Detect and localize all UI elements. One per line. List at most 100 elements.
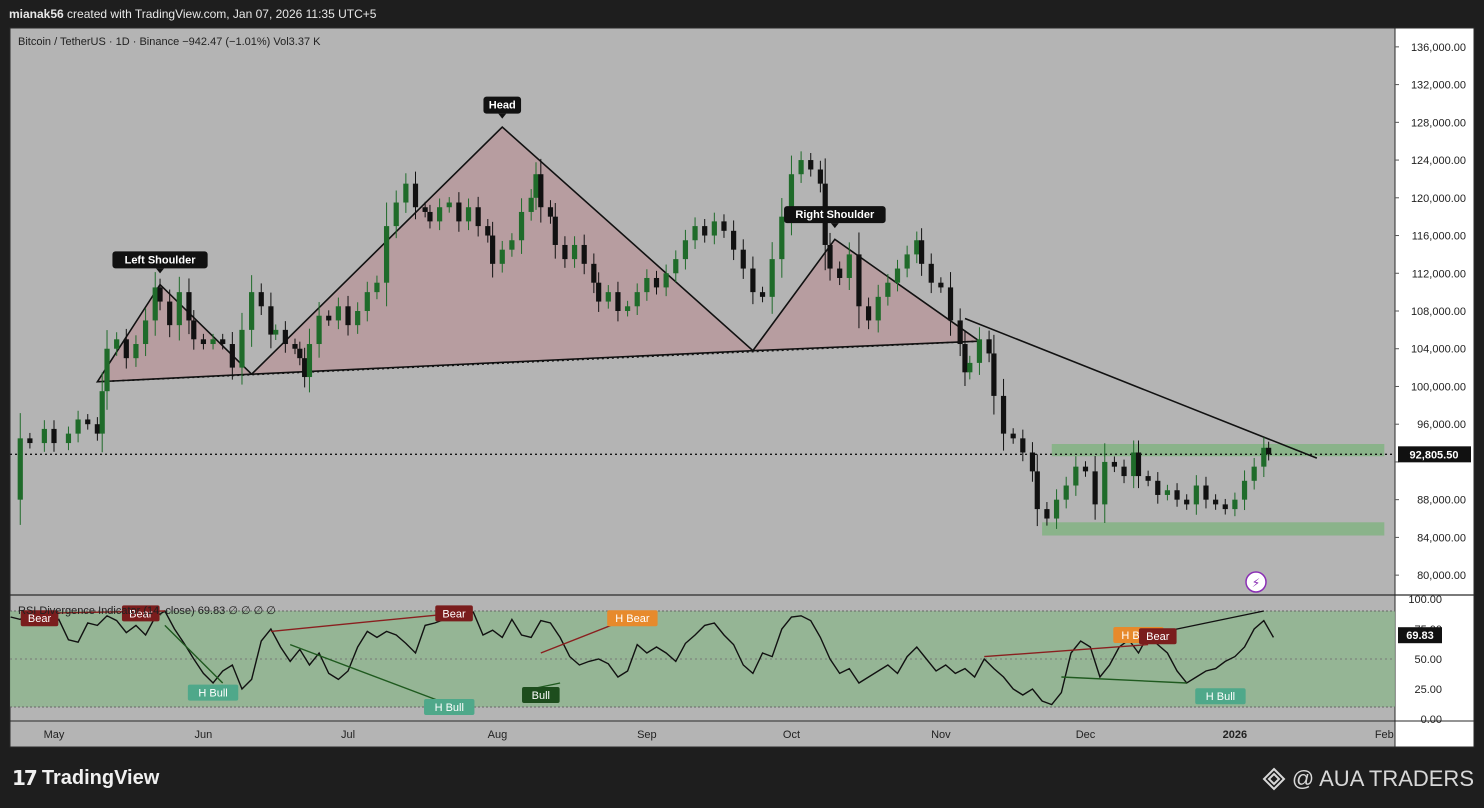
candle-body bbox=[1155, 480, 1161, 495]
rsi-signal-tag bbox=[1195, 688, 1246, 705]
candle-body bbox=[788, 174, 795, 217]
candle-body bbox=[875, 296, 881, 321]
candle-body bbox=[99, 391, 105, 434]
candle-body bbox=[229, 344, 235, 368]
credit-text: created with TradingView.com, Jan 07, 20… bbox=[67, 7, 377, 21]
price-tick-label: 136,000.00 bbox=[1411, 42, 1466, 54]
head-label-pointer bbox=[498, 113, 507, 119]
candle-body bbox=[499, 249, 505, 264]
candle-body bbox=[412, 183, 419, 208]
candle-body bbox=[364, 292, 370, 311]
candle-body bbox=[817, 169, 823, 184]
rsi-line bbox=[10, 610, 1275, 706]
candle-body bbox=[1034, 471, 1040, 510]
candle-body bbox=[967, 362, 973, 373]
price-tick-label: 108,000.00 bbox=[1411, 306, 1466, 318]
candle-body bbox=[316, 315, 322, 345]
candle-body bbox=[191, 320, 197, 340]
candle-body bbox=[114, 339, 120, 349]
rsi-signal-tag bbox=[20, 610, 59, 627]
candle-body bbox=[991, 353, 997, 396]
price-tick-label: 96,000.00 bbox=[1417, 419, 1466, 431]
candle-body bbox=[1174, 490, 1180, 500]
downtrend-line bbox=[964, 317, 1318, 459]
candle-body bbox=[533, 174, 539, 198]
candle-body bbox=[605, 292, 611, 302]
rsi-signal-tag bbox=[435, 605, 473, 622]
symbol-legend: Bitcoin / TetherUS · 1D · Binance −942.4… bbox=[18, 36, 321, 48]
price-tick-label: 88,000.00 bbox=[1417, 495, 1466, 507]
last-price-badge bbox=[1398, 446, 1471, 463]
candle-body bbox=[1213, 499, 1219, 505]
candle-body bbox=[827, 244, 833, 269]
price-scale-background bbox=[1395, 28, 1474, 747]
candle-body bbox=[1010, 433, 1016, 439]
candle-body bbox=[1193, 485, 1199, 505]
tradingview-logo: 𝟭𝟳 TradingView bbox=[12, 766, 159, 791]
candle-body bbox=[335, 306, 341, 321]
candle-body bbox=[547, 207, 554, 217]
candle-body bbox=[51, 428, 57, 444]
candle-body bbox=[1203, 485, 1209, 500]
candle-body bbox=[1135, 452, 1142, 477]
candle-body bbox=[663, 273, 669, 288]
candle-body bbox=[837, 268, 843, 278]
rsi-signal-label: H Bull bbox=[1206, 691, 1235, 703]
watermark: @ AUA TRADERS bbox=[1262, 766, 1474, 792]
candle-body bbox=[157, 287, 163, 302]
price-tick-label: 124,000.00 bbox=[1411, 155, 1466, 167]
candle-body bbox=[692, 226, 698, 241]
candle-body bbox=[702, 226, 708, 236]
candle-body bbox=[962, 344, 968, 373]
candle-body bbox=[1073, 466, 1079, 486]
candle-body bbox=[65, 433, 72, 444]
rsi-signal-tag bbox=[121, 605, 160, 622]
candle-body bbox=[383, 226, 390, 283]
candle-body bbox=[282, 329, 288, 345]
candle-body bbox=[490, 235, 496, 264]
candle-body bbox=[673, 259, 679, 274]
alert-icon-glyph: ⚡ bbox=[1252, 576, 1260, 590]
time-axis-label: Sep bbox=[637, 729, 657, 741]
candle-body bbox=[552, 216, 558, 245]
candle-body bbox=[1164, 490, 1171, 495]
time-axis-label: Nov bbox=[931, 729, 951, 741]
price-tick-label: 80,000.00 bbox=[1417, 570, 1466, 582]
price-axis: 80,000.00 84,000.00 88,000.00 96,000.00 100,… bbox=[1395, 42, 1466, 582]
right-shoulder-triangle bbox=[751, 238, 982, 352]
candles bbox=[17, 151, 1272, 529]
candle-body bbox=[393, 202, 399, 227]
candle-body bbox=[446, 202, 452, 208]
candle-body bbox=[273, 329, 279, 335]
rsi-signal-label: Bear bbox=[28, 613, 52, 625]
candle-body bbox=[427, 211, 433, 222]
right-shoulder-label: Right Shoulder bbox=[795, 209, 875, 221]
time-axis-label: Feb bbox=[1375, 729, 1394, 741]
divergence-line bbox=[1061, 676, 1187, 684]
candle-body bbox=[437, 207, 443, 222]
candle-body bbox=[297, 348, 303, 359]
rsi-signal-label: H Bull bbox=[198, 688, 227, 700]
candle-body bbox=[1121, 466, 1127, 477]
rsi-signal-tag bbox=[607, 610, 658, 627]
divergence-line bbox=[289, 643, 450, 706]
rsi-tick-label: 0.00 bbox=[1421, 714, 1442, 726]
candle-body bbox=[94, 424, 100, 434]
rsi-signal-label: H Bull bbox=[435, 702, 464, 714]
candle-body bbox=[947, 287, 954, 321]
head-label: Head bbox=[489, 100, 516, 112]
candle-body bbox=[1020, 438, 1026, 453]
diamond-icon bbox=[1262, 767, 1286, 791]
candle-body bbox=[894, 268, 901, 283]
candle-body bbox=[634, 292, 640, 307]
watermark-text: @ AUA TRADERS bbox=[1291, 766, 1474, 791]
candle-body bbox=[798, 160, 804, 175]
divergence-line bbox=[984, 643, 1149, 658]
candle-body bbox=[41, 428, 47, 444]
tradingview-icon: 𝟭𝟳 bbox=[12, 768, 38, 790]
candle-body bbox=[27, 438, 33, 444]
price-tick-label: 128,000.00 bbox=[1411, 117, 1466, 129]
rsi-tick-label: 25.00 bbox=[1414, 684, 1442, 696]
right-shoulder-label-pointer bbox=[830, 223, 839, 229]
